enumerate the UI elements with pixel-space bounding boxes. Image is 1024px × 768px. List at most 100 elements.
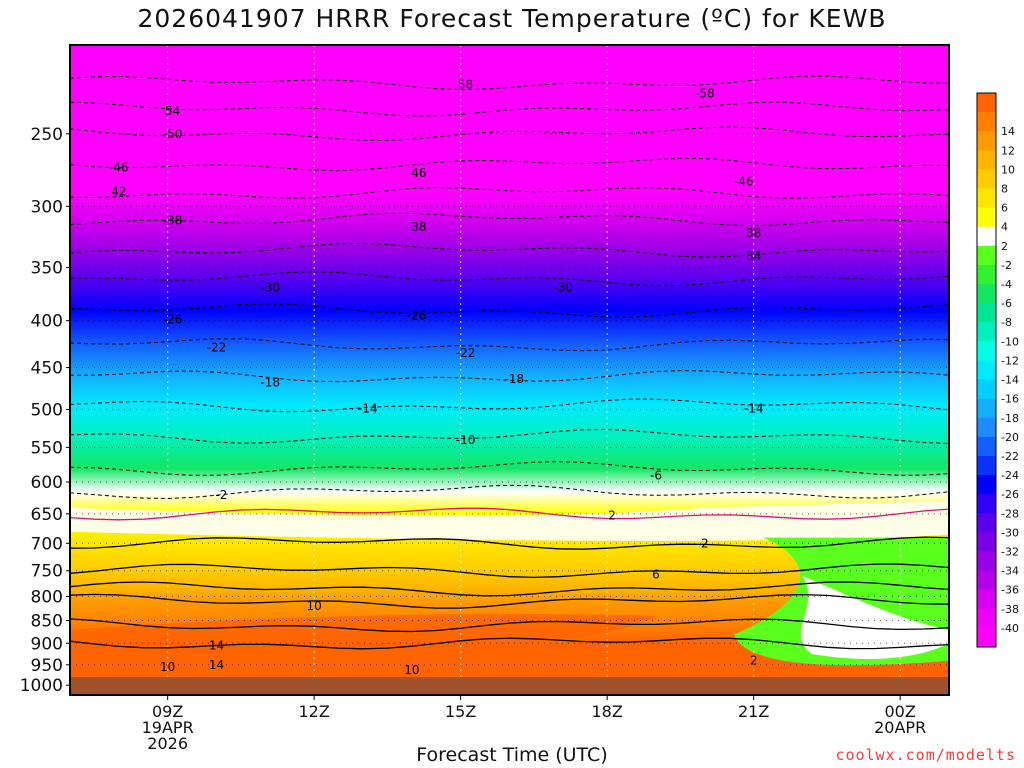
warm-layer-shading [70,501,949,666]
contour-label: 10 [160,660,175,674]
colorbar-label: -12 [1001,354,1019,367]
contour-label: -50 [163,127,183,141]
colorbar-label: 14 [1001,125,1015,138]
colorbar-label: 8 [1001,183,1008,196]
colorbar-swatch [977,169,996,190]
colorbar-label: -32 [1001,545,1019,558]
contour-label: -14 [358,402,378,416]
x-axis-label: Forecast Time (UTC) [416,744,608,766]
contour-label: -14 [744,402,764,416]
isotherm-line [70,581,949,597]
x-tick-label: 09Z [152,702,183,721]
colorbar-label: -30 [1001,526,1019,539]
contour-label: -18 [260,375,280,389]
y-tick-label: 750 [31,562,63,582]
x-tick-label: 12Z [299,702,330,721]
colorbar-swatch [977,188,996,209]
contour-label: 14 [209,638,224,652]
colorbar-label: 6 [1001,202,1008,215]
isotherm-line [70,536,949,550]
colorbar-swatch [977,379,996,400]
colorbar-swatch [977,341,996,361]
chart-title: 2026041907 HRRR Forecast Temperature (ºC… [137,4,887,33]
colorbar-swatch [977,93,996,113]
contour-label: 10 [404,663,419,677]
colorbar-swatch [977,131,996,151]
contour-label: 34 [746,249,761,263]
colorbar-swatch [977,303,996,323]
ground-surface [70,677,949,695]
colorbar-label: 2 [1001,240,1008,253]
colorbar-label: 4 [1001,221,1008,234]
contour-label: -46 [407,166,427,180]
mid-level-warm-band [70,501,949,541]
y-tick-label: 450 [31,359,63,379]
y-tick-label: 700 [31,534,63,554]
colorbar-swatch [977,436,996,457]
y-tick-label: 600 [31,473,63,493]
colorbar-label: -28 [1001,507,1019,520]
colorbar-swatch [977,627,996,648]
colorbar-swatch [977,226,996,247]
core-warm-zone [70,614,656,663]
contour-label: 54 [165,104,180,118]
contour-label: -58 [695,87,715,101]
colorbar-label: -38 [1001,603,1019,616]
colorbar-swatch [977,245,996,266]
isotherm-line [70,507,949,521]
contour-label: -30 [553,281,573,295]
contour-label: -10 [456,433,476,447]
colorbar-swatch [977,494,996,514]
y-tick-label: 850 [31,612,63,632]
contour-label: -26 [163,313,183,327]
contour-label: -46 [109,160,129,174]
colorbar-swatch [977,513,996,533]
y-tick-label: 550 [31,438,63,458]
x-tick-label: 19APR [142,718,194,737]
contour-label: 14 [209,658,224,672]
colorbar-label: 12 [1001,144,1015,157]
colorbar-label: -36 [1001,584,1019,597]
isotherm-line [70,563,949,579]
colorbar-swatch [977,150,996,170]
isotherm-line [70,618,949,633]
colorbar-swatch [977,417,996,438]
colorbar-swatch [977,112,996,132]
colorbar-swatch [977,570,996,591]
y-tick-label: 800 [31,587,63,607]
contour-label: -38 [407,220,427,234]
x-tick-label: 18Z [592,702,623,721]
colorbar-label: -34 [1001,565,1019,578]
colorbar-frame [976,92,997,648]
contour-label: -18 [505,372,525,386]
colorbar-label: -6 [1001,297,1012,310]
colorbar-swatch [977,475,996,495]
x-tick-label: 21Z [738,702,769,721]
contour-label: -30 [260,281,280,295]
x-tick-label: 00Z [885,702,916,721]
colorbar-swatch [977,551,996,572]
contour-label: -46 [734,175,754,189]
y-tick-label: 650 [31,505,63,525]
contour-label: -26 [407,309,427,323]
y-tick-label: 1000 [20,676,63,696]
x-tick-label: 15Z [445,702,476,721]
colorbar-label: -2 [1001,259,1012,272]
contour-label: 38 [746,226,761,240]
colorbar-swatch [977,264,996,285]
contour-label: -22 [456,346,476,360]
colorbar-swatch [977,284,996,304]
contour-label: -2 [215,488,227,502]
colorbar-label: -40 [1001,622,1019,635]
contour-label: -6 [650,468,662,482]
contour-label: 6 [652,567,660,581]
colorbar-label: -16 [1001,393,1019,406]
colorbar-label: -24 [1001,469,1019,482]
credit-text: coolwx.com/modelts [835,746,1016,764]
y-axis: 2503003504004505005506006507007508008509… [20,125,70,696]
contour-label: 10 [307,599,322,613]
colorbar-label: -20 [1001,431,1019,444]
